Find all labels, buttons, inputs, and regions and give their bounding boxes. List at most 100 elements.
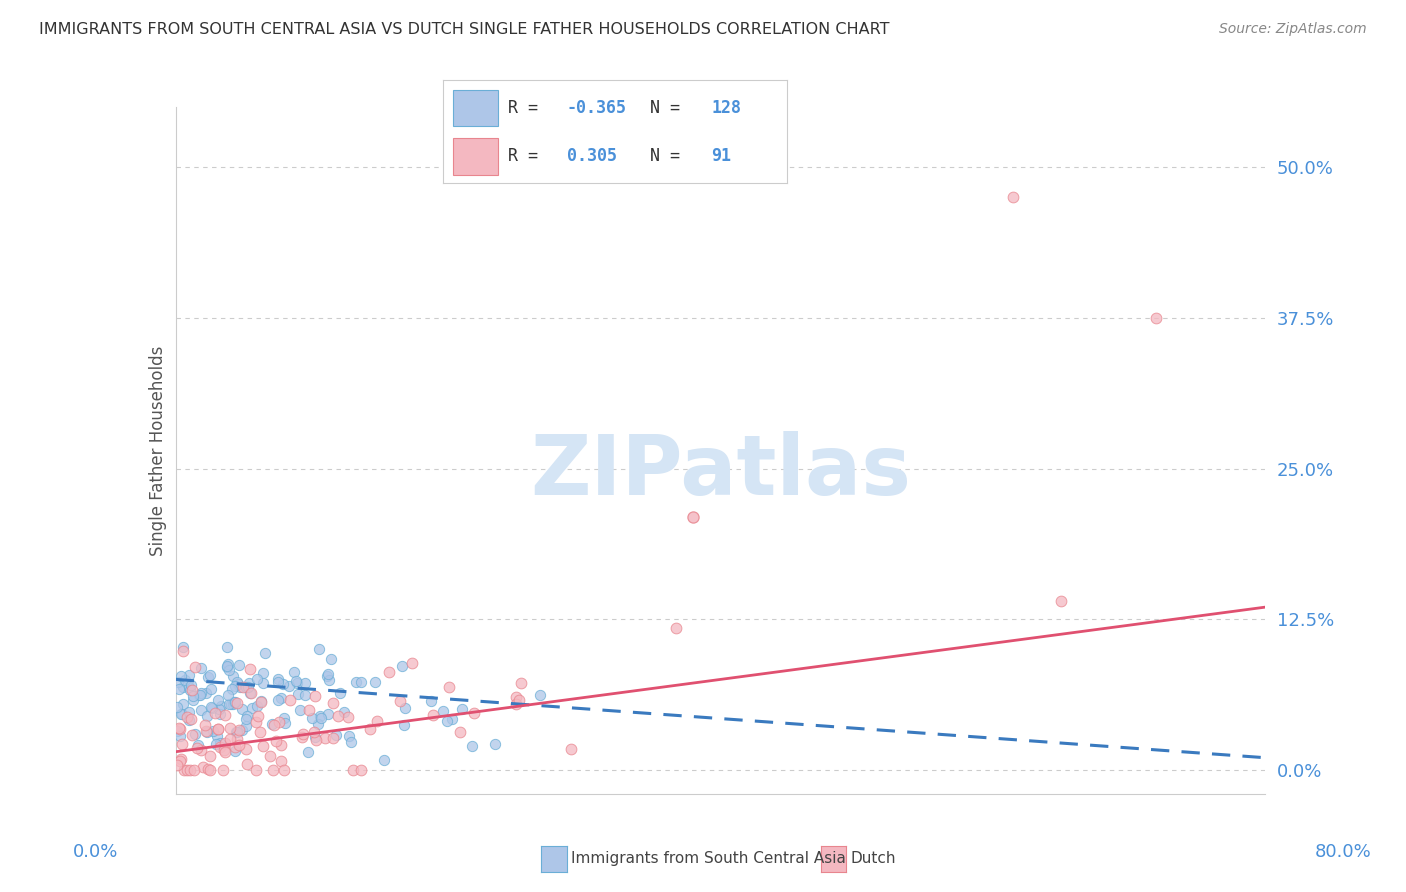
Point [337, 710, 360, 724]
Point [273, 711, 295, 725]
Point [287, 687, 309, 701]
Point [181, 693, 204, 707]
Point [219, 732, 242, 747]
Point [180, 683, 202, 698]
Point [215, 660, 238, 674]
Point [167, 682, 190, 697]
Point [198, 749, 221, 764]
Text: 80.0%: 80.0% [1315, 843, 1371, 861]
Point [450, 702, 472, 716]
Point [394, 701, 416, 715]
Text: 128: 128 [711, 99, 741, 117]
Point [270, 738, 292, 752]
Point [249, 725, 271, 739]
Text: Immigrants from South Central Asia: Immigrants from South Central Asia [571, 852, 846, 866]
Point [264, 734, 287, 748]
Point [188, 688, 211, 702]
Point [309, 709, 332, 723]
Point [207, 722, 229, 736]
Point [235, 756, 257, 771]
Point [224, 744, 246, 758]
Point [373, 753, 395, 767]
Point [238, 680, 260, 694]
Point [288, 703, 311, 717]
Point [267, 675, 290, 690]
Point [378, 665, 401, 679]
Point [224, 695, 246, 709]
Point [179, 680, 201, 694]
Point [218, 698, 240, 712]
Point [217, 688, 239, 702]
Point [318, 673, 340, 687]
Point [326, 709, 349, 723]
Point [224, 739, 246, 754]
Point [212, 743, 235, 757]
Point [441, 712, 464, 726]
Point [194, 686, 217, 700]
Text: N =: N = [650, 147, 689, 165]
Point [401, 656, 423, 670]
Point [252, 676, 274, 690]
Point [245, 763, 267, 777]
Point [363, 674, 385, 689]
Point [309, 711, 332, 725]
Point [252, 739, 274, 753]
Point [432, 704, 454, 718]
Point [198, 763, 221, 777]
Point [229, 680, 252, 694]
Point [461, 739, 484, 753]
Point [172, 680, 194, 694]
Point [322, 696, 344, 710]
Point [291, 730, 314, 744]
Point [172, 697, 194, 711]
Point [204, 706, 226, 720]
Point [292, 726, 315, 740]
Point [172, 737, 194, 751]
Point [316, 666, 339, 681]
Point [278, 679, 301, 693]
Point [232, 681, 254, 695]
Point [207, 729, 229, 743]
Point [169, 722, 191, 736]
Point [283, 665, 305, 680]
Point [235, 712, 257, 726]
Point [190, 703, 212, 717]
Point [316, 669, 339, 683]
Text: Source: ZipAtlas.com: Source: ZipAtlas.com [1219, 22, 1367, 37]
Point [176, 710, 198, 724]
Point [198, 668, 221, 682]
Point [176, 763, 198, 777]
Point [305, 732, 328, 747]
Point [359, 722, 381, 736]
Point [508, 693, 530, 707]
Point [307, 716, 329, 731]
Point [285, 673, 308, 688]
Point [235, 742, 257, 756]
Point [222, 697, 245, 711]
Point [174, 673, 197, 687]
Point [179, 668, 201, 682]
Point [297, 745, 319, 759]
Point [228, 723, 250, 737]
Point [224, 695, 246, 709]
Point [208, 740, 231, 755]
Text: N =: N = [650, 99, 689, 117]
Point [190, 686, 212, 700]
Point [319, 651, 342, 665]
Point [340, 735, 363, 749]
Point [179, 763, 201, 777]
Point [253, 646, 276, 660]
Text: ZIPatlas: ZIPatlas [530, 431, 911, 512]
Point [190, 661, 212, 675]
Text: IMMIGRANTS FROM SOUTH CENTRAL ASIA VS DUTCH SINGLE FATHER HOUSEHOLDS CORRELATION: IMMIGRANTS FROM SOUTH CENTRAL ASIA VS DU… [39, 22, 890, 37]
Point [180, 678, 202, 692]
Point [263, 718, 285, 732]
Text: -0.365: -0.365 [567, 99, 627, 117]
Point [314, 731, 336, 745]
Point [333, 705, 356, 719]
Point [1144, 310, 1167, 325]
Point [226, 676, 249, 690]
Point [235, 719, 257, 733]
Point [231, 701, 253, 715]
Bar [453, 137, 498, 175]
